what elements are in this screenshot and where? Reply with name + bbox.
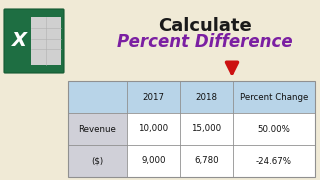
- Text: 6,780: 6,780: [194, 156, 219, 165]
- Bar: [68, 81, 315, 177]
- Text: Percent Difference: Percent Difference: [117, 33, 293, 51]
- Bar: [68, 81, 315, 113]
- Bar: [68, 113, 127, 177]
- Text: 2018: 2018: [195, 93, 217, 102]
- Text: 15,000: 15,000: [191, 125, 221, 134]
- Text: Revenue: Revenue: [78, 125, 116, 134]
- Text: 10,000: 10,000: [138, 125, 168, 134]
- Bar: [68, 145, 315, 177]
- Text: ($): ($): [91, 156, 103, 165]
- Text: -24.67%: -24.67%: [256, 156, 292, 165]
- Bar: [31, 17, 61, 65]
- Text: 9,000: 9,000: [141, 156, 165, 165]
- Text: Calculate: Calculate: [158, 17, 252, 35]
- Text: 50.00%: 50.00%: [257, 125, 290, 134]
- Text: X: X: [12, 31, 27, 51]
- FancyBboxPatch shape: [4, 9, 64, 73]
- Text: 2017: 2017: [142, 93, 164, 102]
- Bar: [68, 113, 315, 145]
- Text: Percent Change: Percent Change: [240, 93, 308, 102]
